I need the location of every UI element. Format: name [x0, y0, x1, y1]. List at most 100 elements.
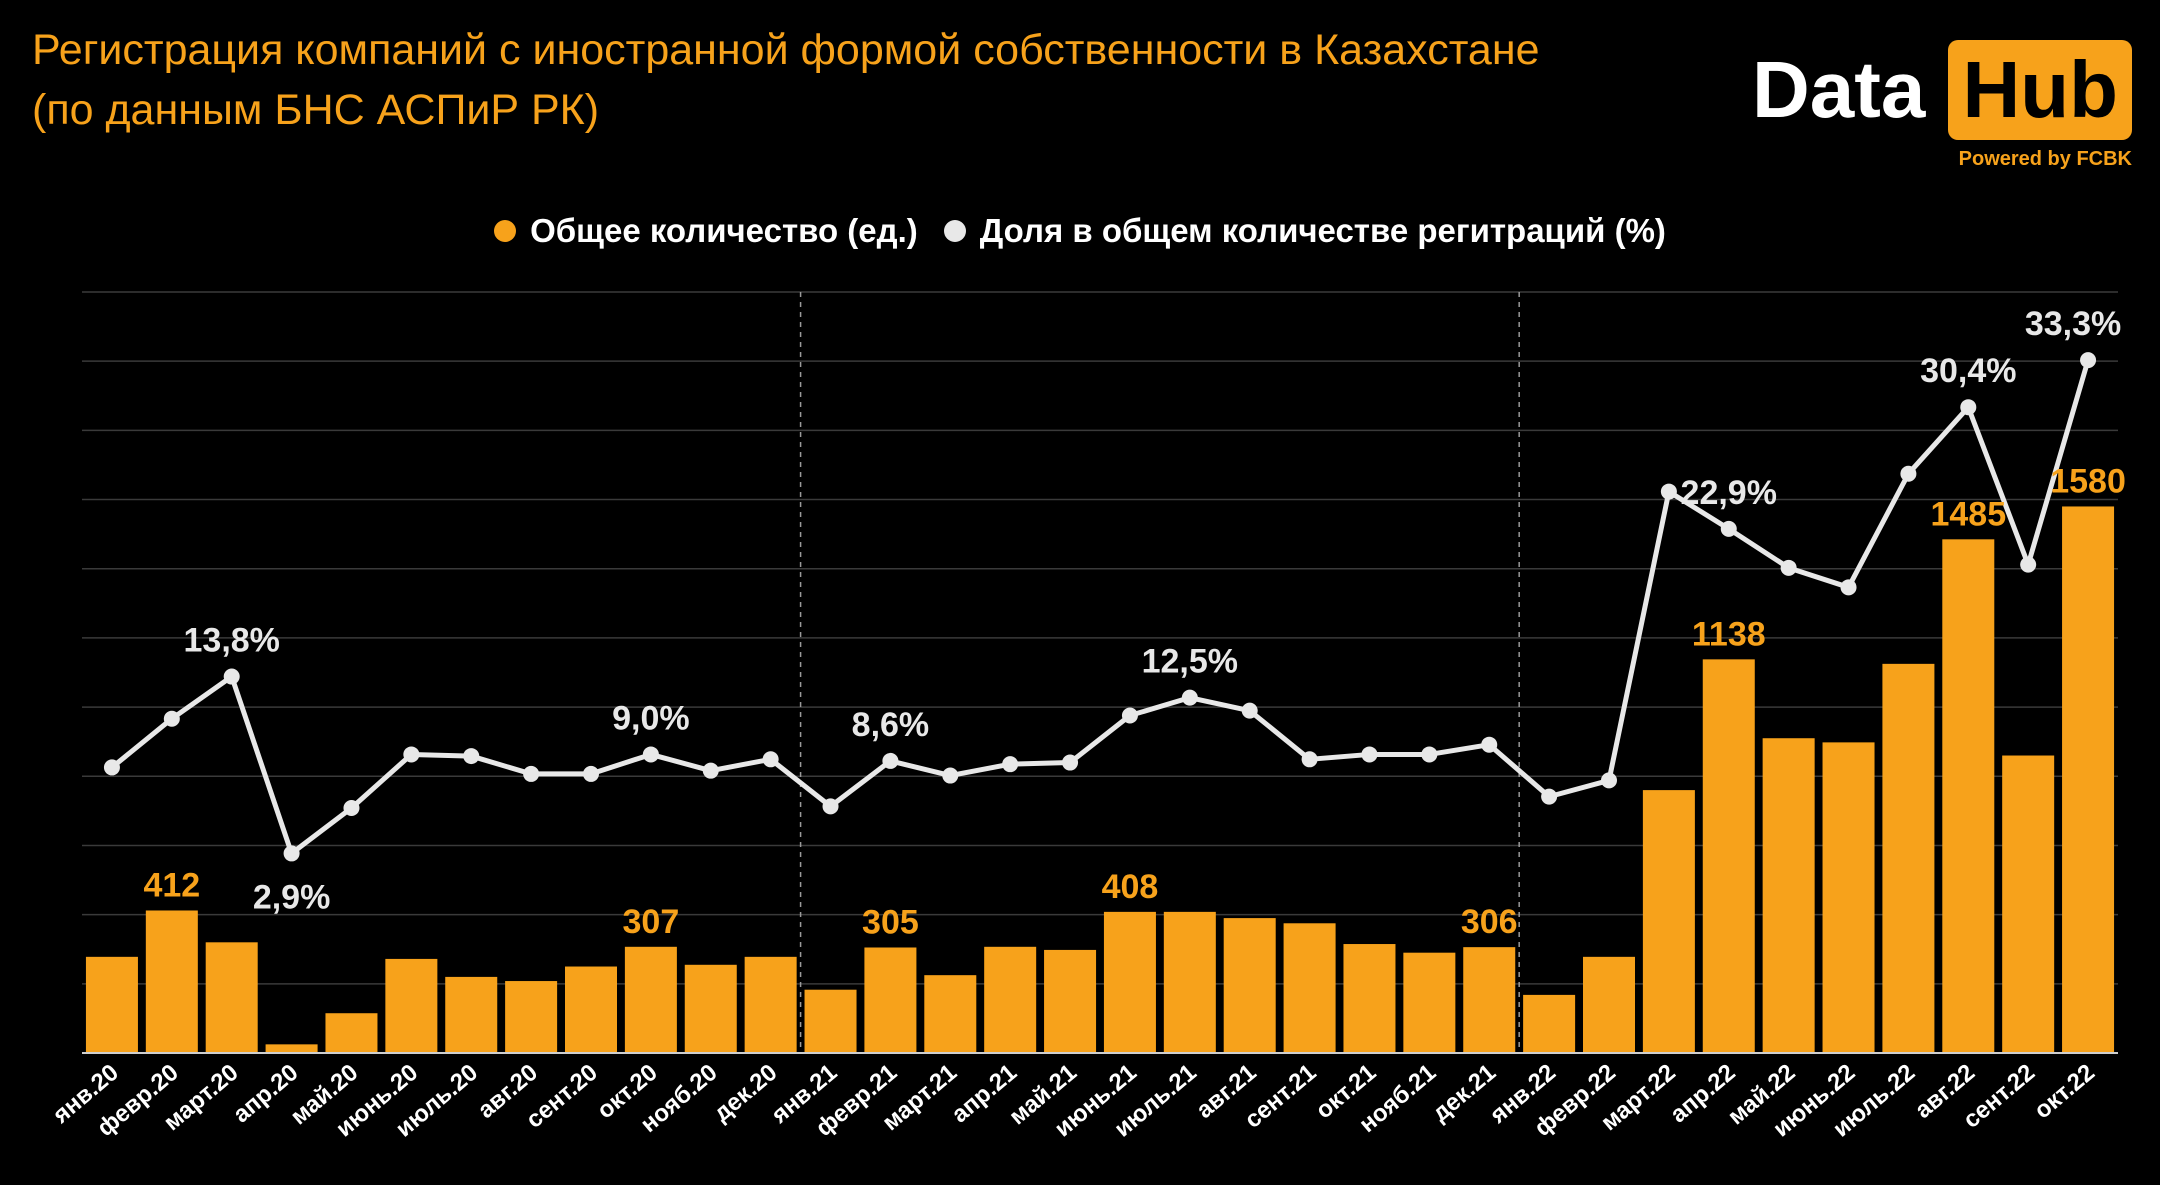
share-point [223, 668, 240, 685]
legend-label-count: Общее количество (ед.) [530, 212, 918, 249]
bar [744, 956, 797, 1053]
bar [1822, 742, 1875, 1053]
bar [205, 942, 258, 1053]
share-point [343, 799, 360, 816]
bar-value-label: 408 [1102, 868, 1159, 906]
share-line [110, 359, 2091, 856]
share-point [1002, 756, 1019, 773]
share-point [1241, 702, 1258, 719]
bar [1343, 944, 1396, 1053]
chart-title-line2: (по данным БНС АСПиР РК) [32, 86, 600, 134]
bar-value-label: 1485 [1930, 495, 2006, 533]
share-point [1541, 788, 1558, 805]
share-point [1960, 399, 1977, 416]
share-point [1720, 520, 1737, 537]
legend-label-share: Доля в общем количестве регитраций (%) [979, 212, 1666, 249]
bar [1223, 918, 1276, 1053]
share-point [1301, 751, 1318, 768]
bar [1044, 949, 1097, 1053]
share-point [1660, 483, 1677, 500]
share-point [403, 746, 420, 763]
share-value-label: 22,9% [1681, 474, 1777, 512]
share-point [1481, 736, 1498, 753]
share-point [1601, 772, 1617, 789]
bar [445, 976, 498, 1053]
share-point [1421, 746, 1438, 763]
bar [2002, 755, 2055, 1053]
logo-powered-text: Powered by FCBK [1958, 148, 2132, 170]
bar [924, 975, 977, 1053]
share-point [2020, 556, 2037, 573]
bar-value-label: 307 [623, 903, 680, 941]
bar [1942, 539, 1995, 1053]
share-value-label: 12,5% [1142, 643, 1238, 681]
share-point [1062, 754, 1079, 771]
x-tick-label: окт.22 [2029, 1059, 2100, 1124]
share-point [822, 798, 839, 815]
bar [385, 958, 438, 1053]
bar [145, 910, 198, 1053]
share-point [163, 710, 180, 727]
chart-legend: Общее количество (ед.) Доля в общем коли… [0, 212, 2160, 250]
share-point [523, 765, 540, 782]
share-point [1181, 689, 1198, 706]
datahub-logo: Data Hub Powered by FCBK [1752, 22, 2132, 172]
share-point [283, 845, 300, 862]
share-point [762, 751, 779, 768]
chart-title-line1: Регистрация компаний с иностранной формо… [32, 26, 1540, 74]
legend-swatch-share [943, 220, 966, 242]
share-point [1900, 465, 1917, 482]
logo-hub-text: Hub [1948, 40, 2132, 140]
logo-data-text: Data [1752, 45, 1926, 134]
share-point [1121, 707, 1138, 724]
bar [984, 946, 1037, 1053]
share-point [2080, 352, 2097, 369]
bar [864, 947, 917, 1053]
share-point [103, 759, 120, 776]
bar [505, 981, 558, 1053]
share-point [642, 746, 659, 763]
bar [1702, 659, 1755, 1053]
legend-swatch-count [494, 220, 517, 242]
share-point [1361, 746, 1378, 763]
bar [1283, 923, 1336, 1053]
share-value-label: 30,4% [1920, 352, 2016, 390]
x-tick-label: дек.20 [708, 1059, 782, 1127]
legend-item-count: Общее количество (ед.) [494, 212, 918, 250]
legend-item-share: Доля в общем количестве регитраций (%) [943, 212, 1666, 250]
bar [1103, 911, 1156, 1053]
bar [2062, 506, 2115, 1053]
bar [85, 956, 138, 1053]
bar-value-label: 305 [862, 903, 919, 941]
bar [804, 989, 857, 1053]
share-point [463, 748, 480, 765]
bar [565, 966, 617, 1053]
share-point [882, 752, 899, 769]
bar-value-label: 412 [143, 866, 200, 904]
bar [265, 1044, 318, 1053]
x-tick-label: дек.21 [1427, 1059, 1501, 1127]
bar [1762, 738, 1815, 1053]
bar [1882, 663, 1935, 1053]
bar [1642, 790, 1695, 1053]
chart-title: Регистрация компаний с иностранной формо… [32, 20, 1539, 140]
share-point [583, 765, 599, 782]
bar [1163, 911, 1216, 1053]
bar [624, 946, 677, 1053]
share-value-label: 9,0% [612, 699, 690, 737]
bar-value-label: 306 [1461, 903, 1518, 941]
share-point [1840, 579, 1857, 596]
share-value-label: 33,3% [2025, 305, 2121, 343]
bar [1463, 947, 1516, 1053]
bar [1583, 956, 1635, 1053]
bar [325, 1013, 378, 1053]
bar-value-label: 1580 [2050, 462, 2126, 500]
share-point [1780, 559, 1797, 576]
share-value-label: 13,8% [184, 622, 280, 660]
bar [684, 964, 737, 1053]
share-point [702, 762, 719, 779]
share-value-label: 2,9% [253, 878, 331, 916]
bar [1403, 952, 1456, 1053]
share-value-label: 8,6% [852, 706, 930, 744]
